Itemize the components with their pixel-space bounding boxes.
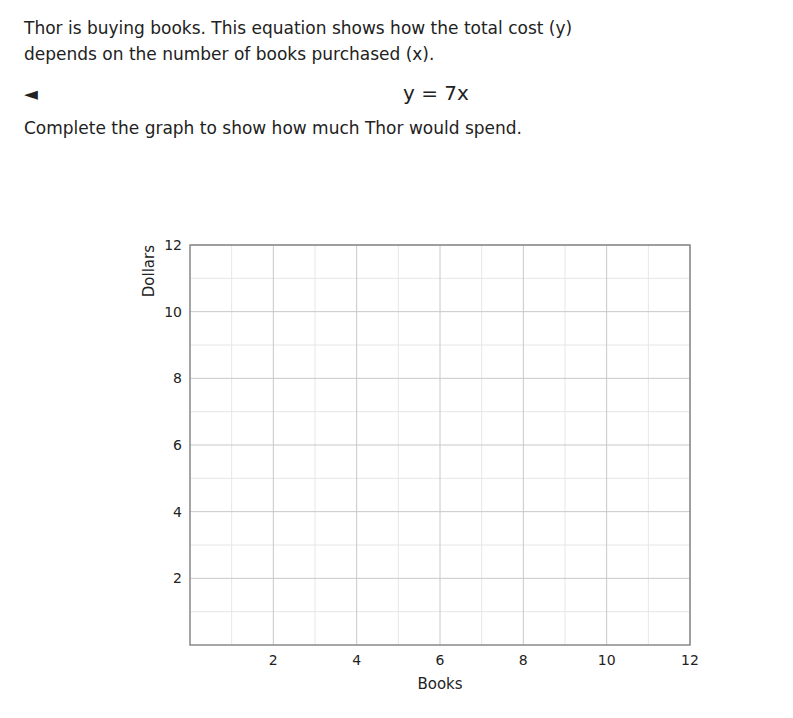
y-tick-label: 8 (173, 370, 182, 386)
x-tick-label: 6 (436, 652, 445, 668)
x-tick-label: 4 (352, 652, 361, 668)
y-axis-label: Dollars (140, 245, 158, 297)
chart: Thor is buying books. This equation show… (0, 0, 793, 718)
equation: y = 7x (403, 81, 469, 105)
plot-frame (190, 245, 690, 645)
plot-background (190, 245, 690, 645)
y-tick-label: 10 (164, 304, 182, 320)
title: depends on the number of books purchased… (24, 44, 434, 64)
grid (190, 245, 690, 645)
x-tick-label: 2 (269, 652, 278, 668)
x-tick-label: 8 (519, 652, 528, 668)
y-tick-label: 4 (173, 504, 182, 520)
x-axis-label: Books (417, 675, 462, 693)
arrow-symbol: ◄ (24, 83, 38, 104)
x-tick-label: 10 (598, 652, 616, 668)
grid-line (190, 511, 690, 512)
y-tick-label: 2 (173, 570, 182, 586)
grid-line (190, 378, 690, 379)
grid-line (190, 311, 690, 312)
instruction: Complete the graph to show how much Thor… (24, 118, 522, 138)
title: Thor is buying books. This equation show… (23, 18, 572, 38)
y-tick-label: 12 (164, 237, 182, 253)
grid-line (190, 445, 690, 446)
grid-line (190, 578, 690, 579)
y-tick-label: 6 (173, 437, 182, 453)
x-tick-label: 12 (681, 652, 699, 668)
